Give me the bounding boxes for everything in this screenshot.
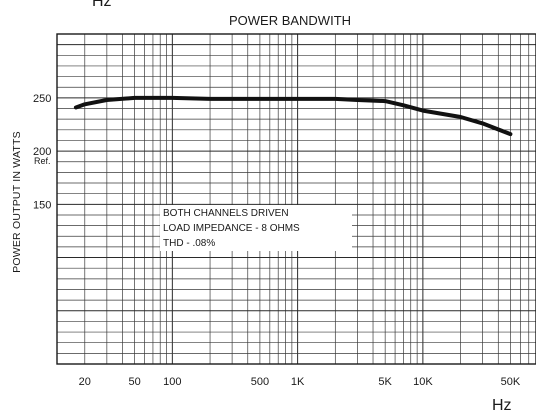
annotation-line-2: LOAD IMPEDANCE - 8 OHMS [163,223,300,234]
top-corner-unit-label: Hz [92,0,112,10]
plot-grid [57,34,536,364]
y-tick-label: 200 [33,146,51,158]
x-tick-label: 20 [79,376,91,388]
x-axis-ticks: 20 50 100 500 1K 5K 10K 50K [79,376,521,388]
annotation-line-3: THD - .08% [163,238,215,249]
y-tick-label: 150 [33,199,51,211]
x-axis-label: Hz [492,397,512,413]
x-tick-label: 500 [251,376,269,388]
x-tick-label: 5K [378,376,392,388]
x-tick-label: 100 [163,376,181,388]
x-tick-label: 50K [501,376,521,388]
y-tick-sublabel: Ref. [34,156,51,166]
annotation-background [160,205,352,251]
y-axis-label: POWER OUTPUT IN WATTS [11,131,23,273]
x-tick-label: 1K [291,376,305,388]
chart-title: POWER BANDWITH [229,13,351,28]
y-tick-label: 250 [33,93,51,105]
annotation-box: BOTH CHANNELS DRIVEN LOAD IMPEDANCE - 8 … [160,205,352,251]
x-tick-label: 10K [413,376,433,388]
plot-frame [56,33,536,365]
x-tick-label: 50 [129,376,141,388]
annotation-line-1: BOTH CHANNELS DRIVEN [163,208,289,219]
power-output-line [73,95,513,137]
